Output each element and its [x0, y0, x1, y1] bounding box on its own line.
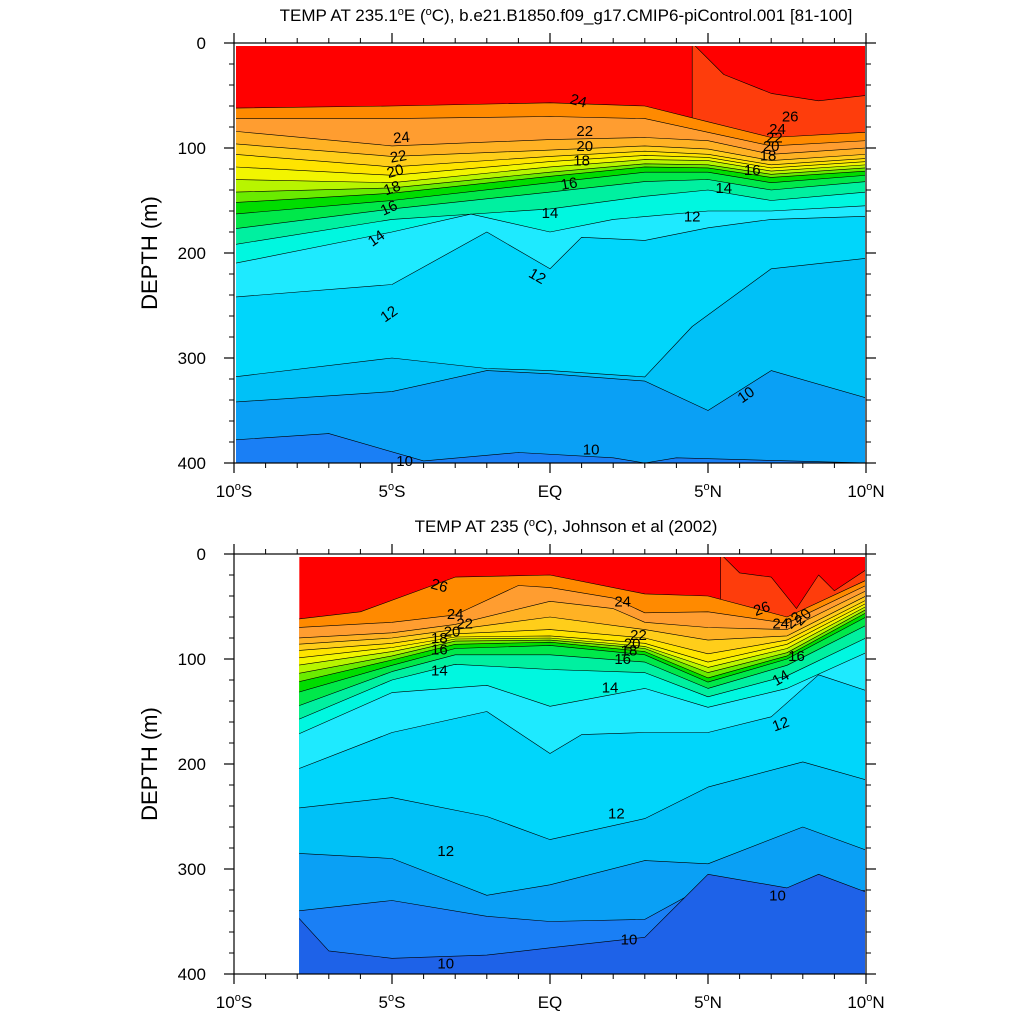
contour-label: 22	[389, 147, 408, 167]
contour-labels: 2624222018161412102422201816141210262422…	[429, 576, 815, 973]
contour-label: 24	[447, 606, 464, 623]
panel-bottom: 2624222018161412102422201816141210262422…	[137, 517, 885, 1012]
x-tick-label: 10oN	[847, 481, 884, 501]
contour-label: 24	[772, 615, 789, 632]
contour-label: 18	[381, 178, 402, 200]
x-axis: 10oS 5oS EQ 5oN 10oN	[216, 33, 885, 501]
panel-top: 2624242220181614121022201816141210121416…	[137, 6, 885, 501]
x-tick-label: EQ	[538, 482, 563, 501]
contour-label: 14	[365, 227, 388, 250]
contour-label: 18	[760, 147, 777, 164]
contour-label: 12	[377, 303, 400, 326]
contour-label: 12	[684, 208, 701, 225]
contour-label: 20	[444, 624, 461, 641]
contour-label: 22	[630, 627, 647, 644]
y-tick-label: 300	[178, 860, 206, 879]
y-tick-label: 300	[178, 349, 206, 368]
y-tick-label: 0	[197, 34, 206, 53]
y-tick-label: 200	[178, 755, 206, 774]
contour-label: 12	[770, 714, 791, 736]
contour-label: 10	[583, 441, 600, 458]
contour-label: 20	[576, 138, 593, 155]
contour-label: 26	[782, 109, 799, 126]
contour-label: 10	[734, 383, 757, 406]
contour-labels: 2624242220181614121022201816141210121416…	[365, 91, 799, 470]
chart-title: TEMP AT 235.1oE (oC), b.e21.B1850.f09_g1…	[280, 6, 853, 25]
contour-label: 12	[526, 265, 549, 288]
contour-label: 16	[788, 648, 805, 665]
x-tick-label: 10oS	[216, 992, 252, 1012]
contour-label: 16	[431, 642, 448, 659]
y-tick-label: 100	[178, 139, 206, 158]
band-below-11	[236, 370, 865, 463]
contour-label: 26	[751, 598, 772, 620]
contour-label: 24	[614, 593, 631, 610]
contour-label: 22	[576, 123, 593, 140]
contour-label: 16	[744, 162, 761, 179]
contour-label: 16	[614, 651, 631, 668]
contour-label: 14	[715, 180, 732, 197]
x-tick-label: EQ	[538, 993, 563, 1012]
y-tick-label: 0	[197, 545, 206, 564]
contour-fills	[236, 46, 865, 463]
x-tick-label: 5oS	[379, 992, 406, 1012]
contour-label: 18	[431, 630, 448, 647]
contour-label: 16	[378, 197, 400, 219]
contour-label: 10	[769, 887, 786, 904]
x-tick-label: 5oN	[694, 992, 722, 1012]
contour-label: 12	[608, 805, 625, 822]
y-tick-label: 200	[178, 244, 206, 263]
contour-label: 14	[431, 663, 448, 680]
x-tick-label: 10oS	[216, 481, 252, 501]
contour-label: 22	[456, 615, 473, 632]
contour-label: 10	[621, 931, 638, 948]
contour-label: 24	[568, 91, 589, 112]
y-tick-label: 400	[178, 965, 206, 984]
contour-label: 18	[621, 643, 638, 660]
contour-label: 18	[573, 153, 590, 170]
y-tick-label: 100	[178, 650, 206, 669]
x-tick-label: 10oN	[847, 992, 884, 1012]
band-below-9	[299, 873, 865, 974]
contour-label: 16	[559, 174, 578, 194]
contour-label: 24	[769, 121, 786, 138]
contour-label: 10	[396, 453, 413, 470]
x-tick-label: 5oN	[694, 481, 722, 501]
x-axis: 10oS 5oS EQ 5oN 10oN	[216, 544, 885, 1012]
contour-label: 22	[766, 130, 783, 147]
contour-label: 14	[602, 679, 619, 696]
y-tick-label: 400	[178, 454, 206, 473]
contour-fills	[299, 557, 865, 974]
band-below-10	[236, 433, 865, 463]
contour-label: 14	[769, 667, 792, 690]
y-axis: 0 100 200 300 400	[178, 545, 876, 984]
y-axis: 0 100 200 300 400	[178, 34, 876, 473]
contour-label: 20	[385, 161, 406, 182]
contour-label: 10	[437, 956, 454, 973]
x-tick-label: 5oS	[379, 481, 406, 501]
contour-label: 20	[624, 635, 641, 652]
contour-label: 12	[437, 843, 454, 860]
contour-label: 24	[392, 129, 410, 147]
contour-label: 14	[542, 205, 559, 222]
contour-label: 20	[763, 138, 780, 155]
chart-title: TEMP AT 235 (oC), Johnson et al (2002)	[415, 517, 718, 536]
y-axis-label: DEPTH (m)	[137, 196, 162, 310]
y-axis-label: DEPTH (m)	[137, 707, 162, 821]
contour-label: 26	[429, 576, 450, 597]
